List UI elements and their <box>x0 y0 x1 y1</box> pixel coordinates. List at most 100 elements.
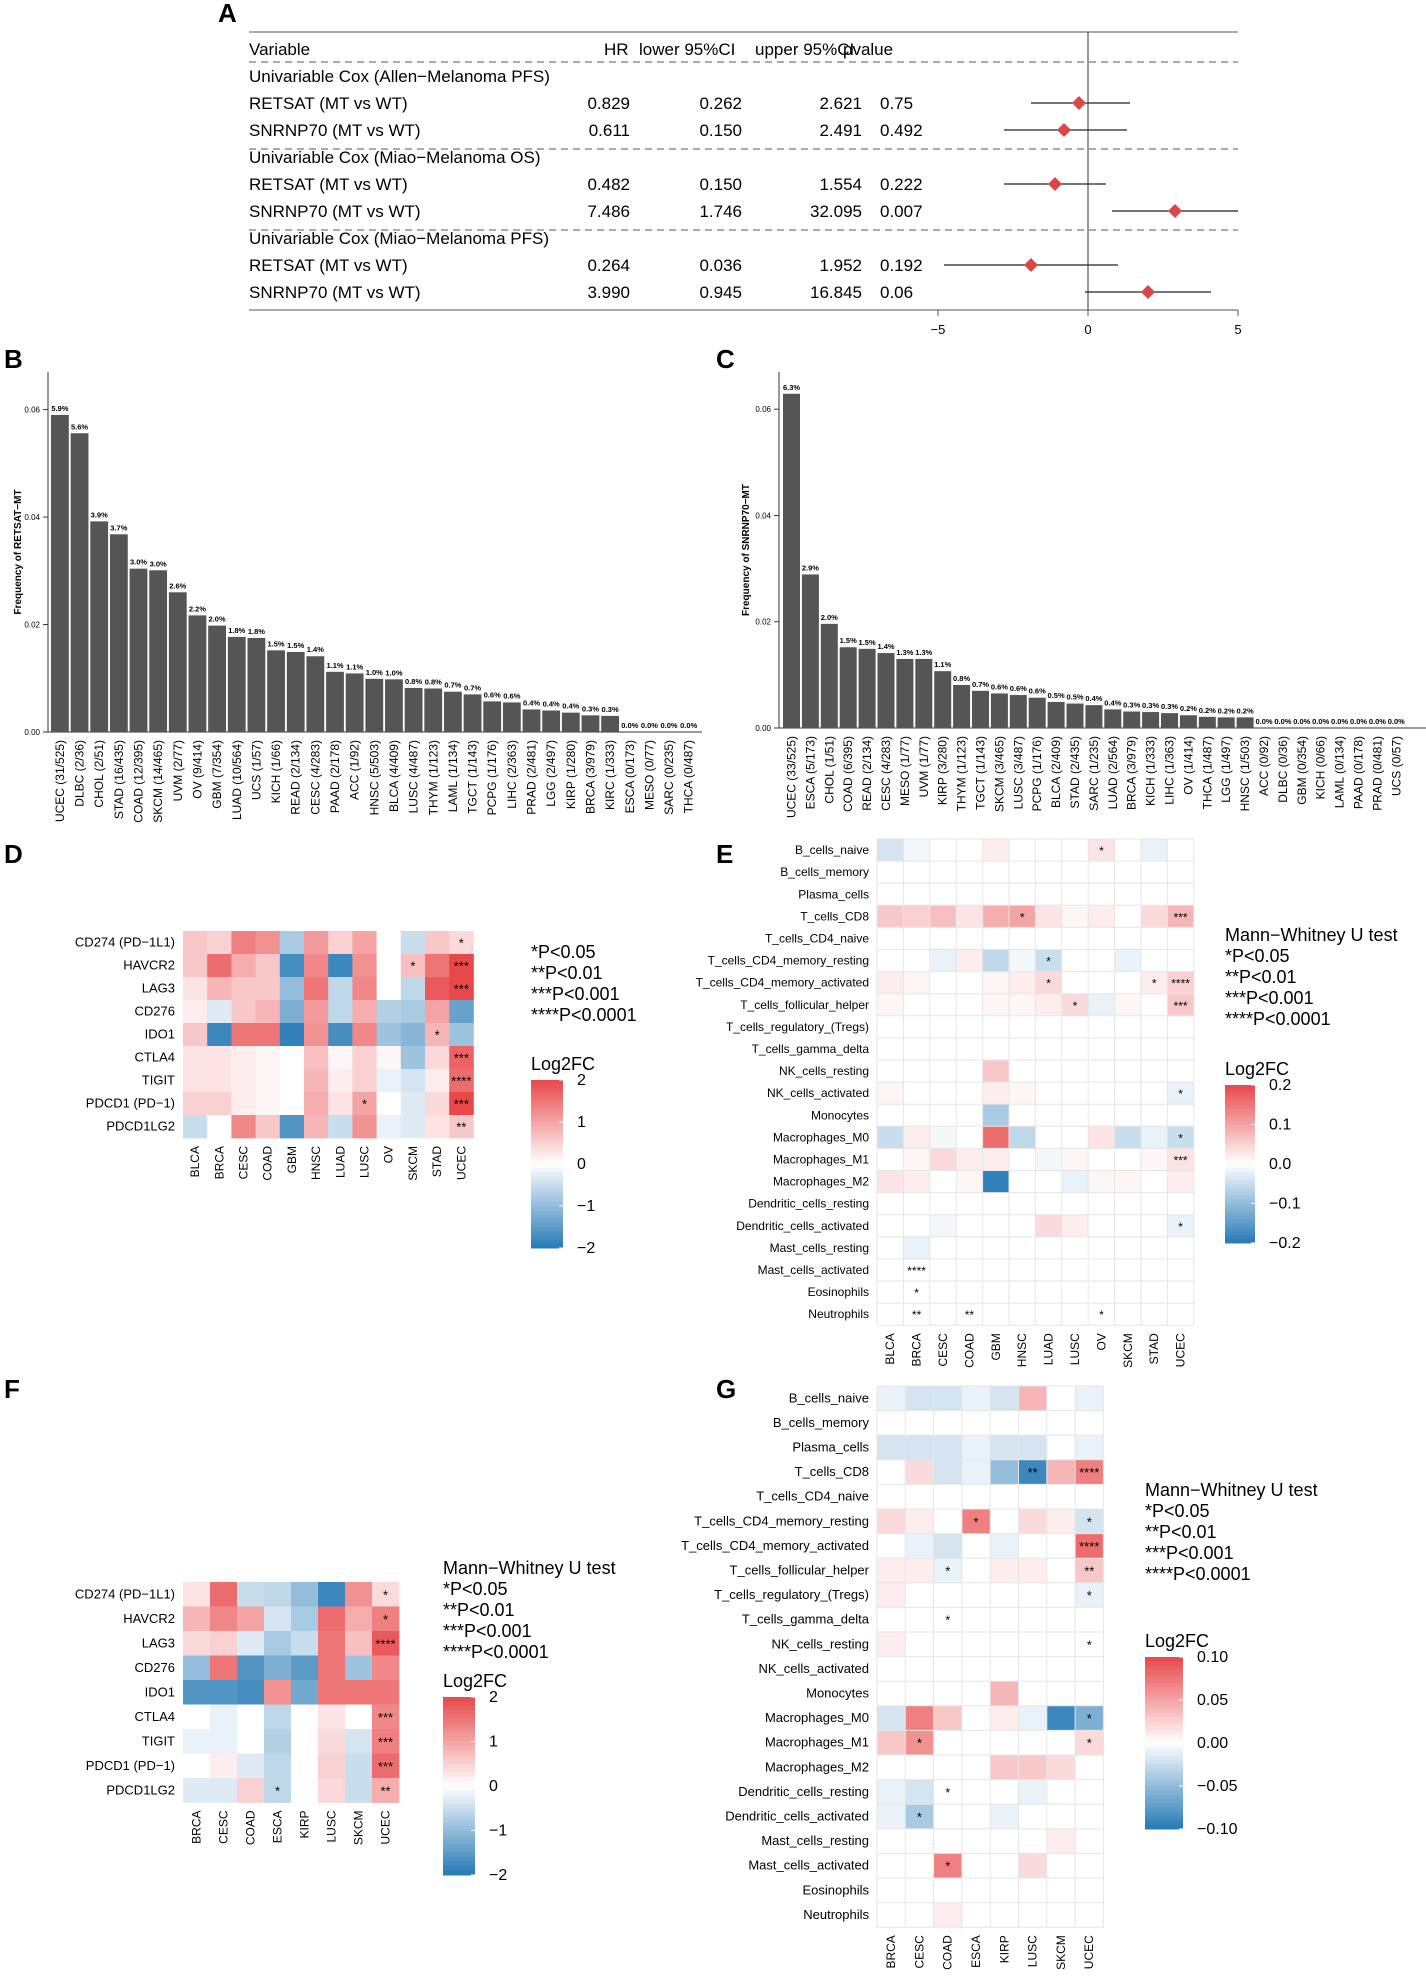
heatmap-cell <box>318 1778 346 1803</box>
significance-legend-line: ***P<0.001 <box>1145 1543 1234 1563</box>
heatmap-row-label: B_cells_memory <box>780 865 869 879</box>
bar-b <box>109 534 128 732</box>
heatmap-cell <box>929 1281 957 1304</box>
heatmap-cell <box>961 1607 991 1633</box>
heatmap-cell <box>1075 1656 1104 1682</box>
forest-group-title: Univariable Cox (Miao−Melanoma OS) <box>249 148 540 167</box>
heatmap-cell <box>1046 1533 1076 1559</box>
bar-y-tick-label: 0.06 <box>755 405 771 414</box>
heatmap-cell <box>1046 1607 1076 1633</box>
heatmap-cell <box>933 1730 963 1756</box>
forest-header-4: pvalue <box>843 40 893 59</box>
heatmap-cell <box>449 1115 474 1139</box>
color-legend-segment <box>531 1096 563 1102</box>
forest-header-0: Variable <box>249 40 310 59</box>
bar-category-label: PAAD (2/178) <box>328 740 342 813</box>
heatmap-cell <box>1088 1104 1115 1127</box>
bar-data-label: 1.5% <box>840 636 857 645</box>
heatmap-cell <box>1018 1705 1048 1731</box>
heatmap-cell <box>903 1037 931 1061</box>
heatmap-cell <box>1035 1148 1063 1171</box>
heatmap-cell <box>425 1000 450 1024</box>
bar-y-tick-label: 0.00 <box>24 728 40 737</box>
forest-hr-value: 0.611 <box>589 121 630 140</box>
heatmap-cell <box>304 1092 329 1116</box>
color-legend-segment <box>1225 1156 1255 1161</box>
bar-b <box>463 694 482 732</box>
heatmap-row-label: HAVCR2 <box>123 1611 175 1626</box>
forest-estimate-marker <box>1024 258 1038 272</box>
bar-c <box>1009 695 1027 728</box>
heatmap-cell <box>1075 1705 1104 1731</box>
heatmap-cell <box>255 954 281 978</box>
heatmap-cell <box>352 1000 377 1024</box>
heatmap-cell <box>1167 1037 1195 1061</box>
significance-star: * <box>945 1785 950 1800</box>
heatmap-cell <box>1035 927 1063 950</box>
heatmap-row-label: T_cells_gamma_delta <box>742 1612 870 1627</box>
color-legend-segment <box>443 1799 475 1805</box>
color-legend-tick-label: 0.0 <box>1269 1156 1291 1173</box>
heatmap-cell <box>1018 1607 1048 1633</box>
bar-category-label: READ (2/134) <box>860 736 874 811</box>
heatmap-cell <box>1061 1303 1089 1326</box>
heatmap-cell <box>1075 1607 1104 1633</box>
bar-category-label: MESO (1/77) <box>898 736 912 806</box>
heatmap-cell <box>961 1410 991 1436</box>
heatmap-col-label: BLCA <box>188 1146 202 1177</box>
heatmap-cell <box>376 1092 402 1116</box>
heatmap-cell <box>183 1606 211 1632</box>
heatmap-cell <box>1061 1037 1089 1061</box>
heatmap-cell <box>1035 1082 1063 1105</box>
significance-star: * <box>1073 999 1078 1013</box>
heatmap-cell <box>255 1000 281 1024</box>
color-legend-segment <box>1145 1786 1183 1791</box>
heatmap-cell <box>291 1655 319 1681</box>
heatmap-cell <box>1141 905 1168 928</box>
heatmap-cell <box>929 949 957 972</box>
significance-legend-line: *P<0.05 <box>1145 1501 1210 1521</box>
bar-category-label: COAD (6/395) <box>841 736 855 812</box>
heatmap-cell <box>905 1902 934 1928</box>
color-legend-segment <box>443 1723 475 1729</box>
color-legend-segment <box>1145 1764 1183 1770</box>
heatmap-cell <box>877 971 904 995</box>
significance-star: * <box>1087 1588 1092 1603</box>
heatmap-cell <box>1088 1192 1115 1216</box>
bar-category-label: BRCA (3/979) <box>1125 736 1139 810</box>
significance-legend-line: ***P<0.001 <box>1225 988 1314 1008</box>
heatmap-cell <box>291 1582 319 1607</box>
heatmap-cell <box>237 1680 265 1705</box>
heatmap-cell <box>1088 1214 1115 1238</box>
heatmap-cell <box>933 1705 963 1731</box>
heatmap-cell <box>961 1484 991 1510</box>
heatmap-cell <box>1009 1037 1036 1061</box>
color-legend-segment <box>1145 1730 1183 1735</box>
color-legend-segment <box>1145 1760 1183 1765</box>
heatmap-col-label: UCEC <box>1174 1333 1188 1367</box>
forest-lower-ci: 0.036 <box>699 256 742 275</box>
heatmap-cell <box>961 1755 991 1780</box>
heatmap-cell <box>1018 1730 1048 1756</box>
heatmap-cell <box>1114 1015 1142 1039</box>
heatmap-row-label: NK_cells_activated <box>767 1086 869 1100</box>
heatmap-row-label: PDCD1LG2 <box>106 1119 175 1134</box>
forest-hr-value: 0.829 <box>587 94 630 113</box>
heatmap-cell <box>345 1655 373 1681</box>
heatmap-cell <box>183 1115 208 1139</box>
heatmap-col-label: BRCA <box>884 1935 898 1968</box>
color-legend-tick-label: 0.2 <box>1269 1077 1291 1094</box>
forest-upper-ci: 2.491 <box>819 121 862 140</box>
heatmap-cell <box>1009 1281 1036 1304</box>
heatmap-cell <box>372 1753 400 1779</box>
heatmap-cell <box>905 1705 934 1731</box>
heatmap-cell <box>903 1170 931 1193</box>
heatmap-cell <box>961 1656 991 1682</box>
heatmap-cell <box>1141 971 1168 995</box>
forest-row-label: RETSAT (MT vs WT) <box>249 256 408 275</box>
heatmap-cell <box>1009 1303 1036 1326</box>
heatmap-cell <box>956 905 983 928</box>
heatmap-cell <box>264 1680 292 1705</box>
heatmap-row-label: Macrophages_M2 <box>765 1759 869 1774</box>
color-legend-segment <box>531 1143 563 1148</box>
